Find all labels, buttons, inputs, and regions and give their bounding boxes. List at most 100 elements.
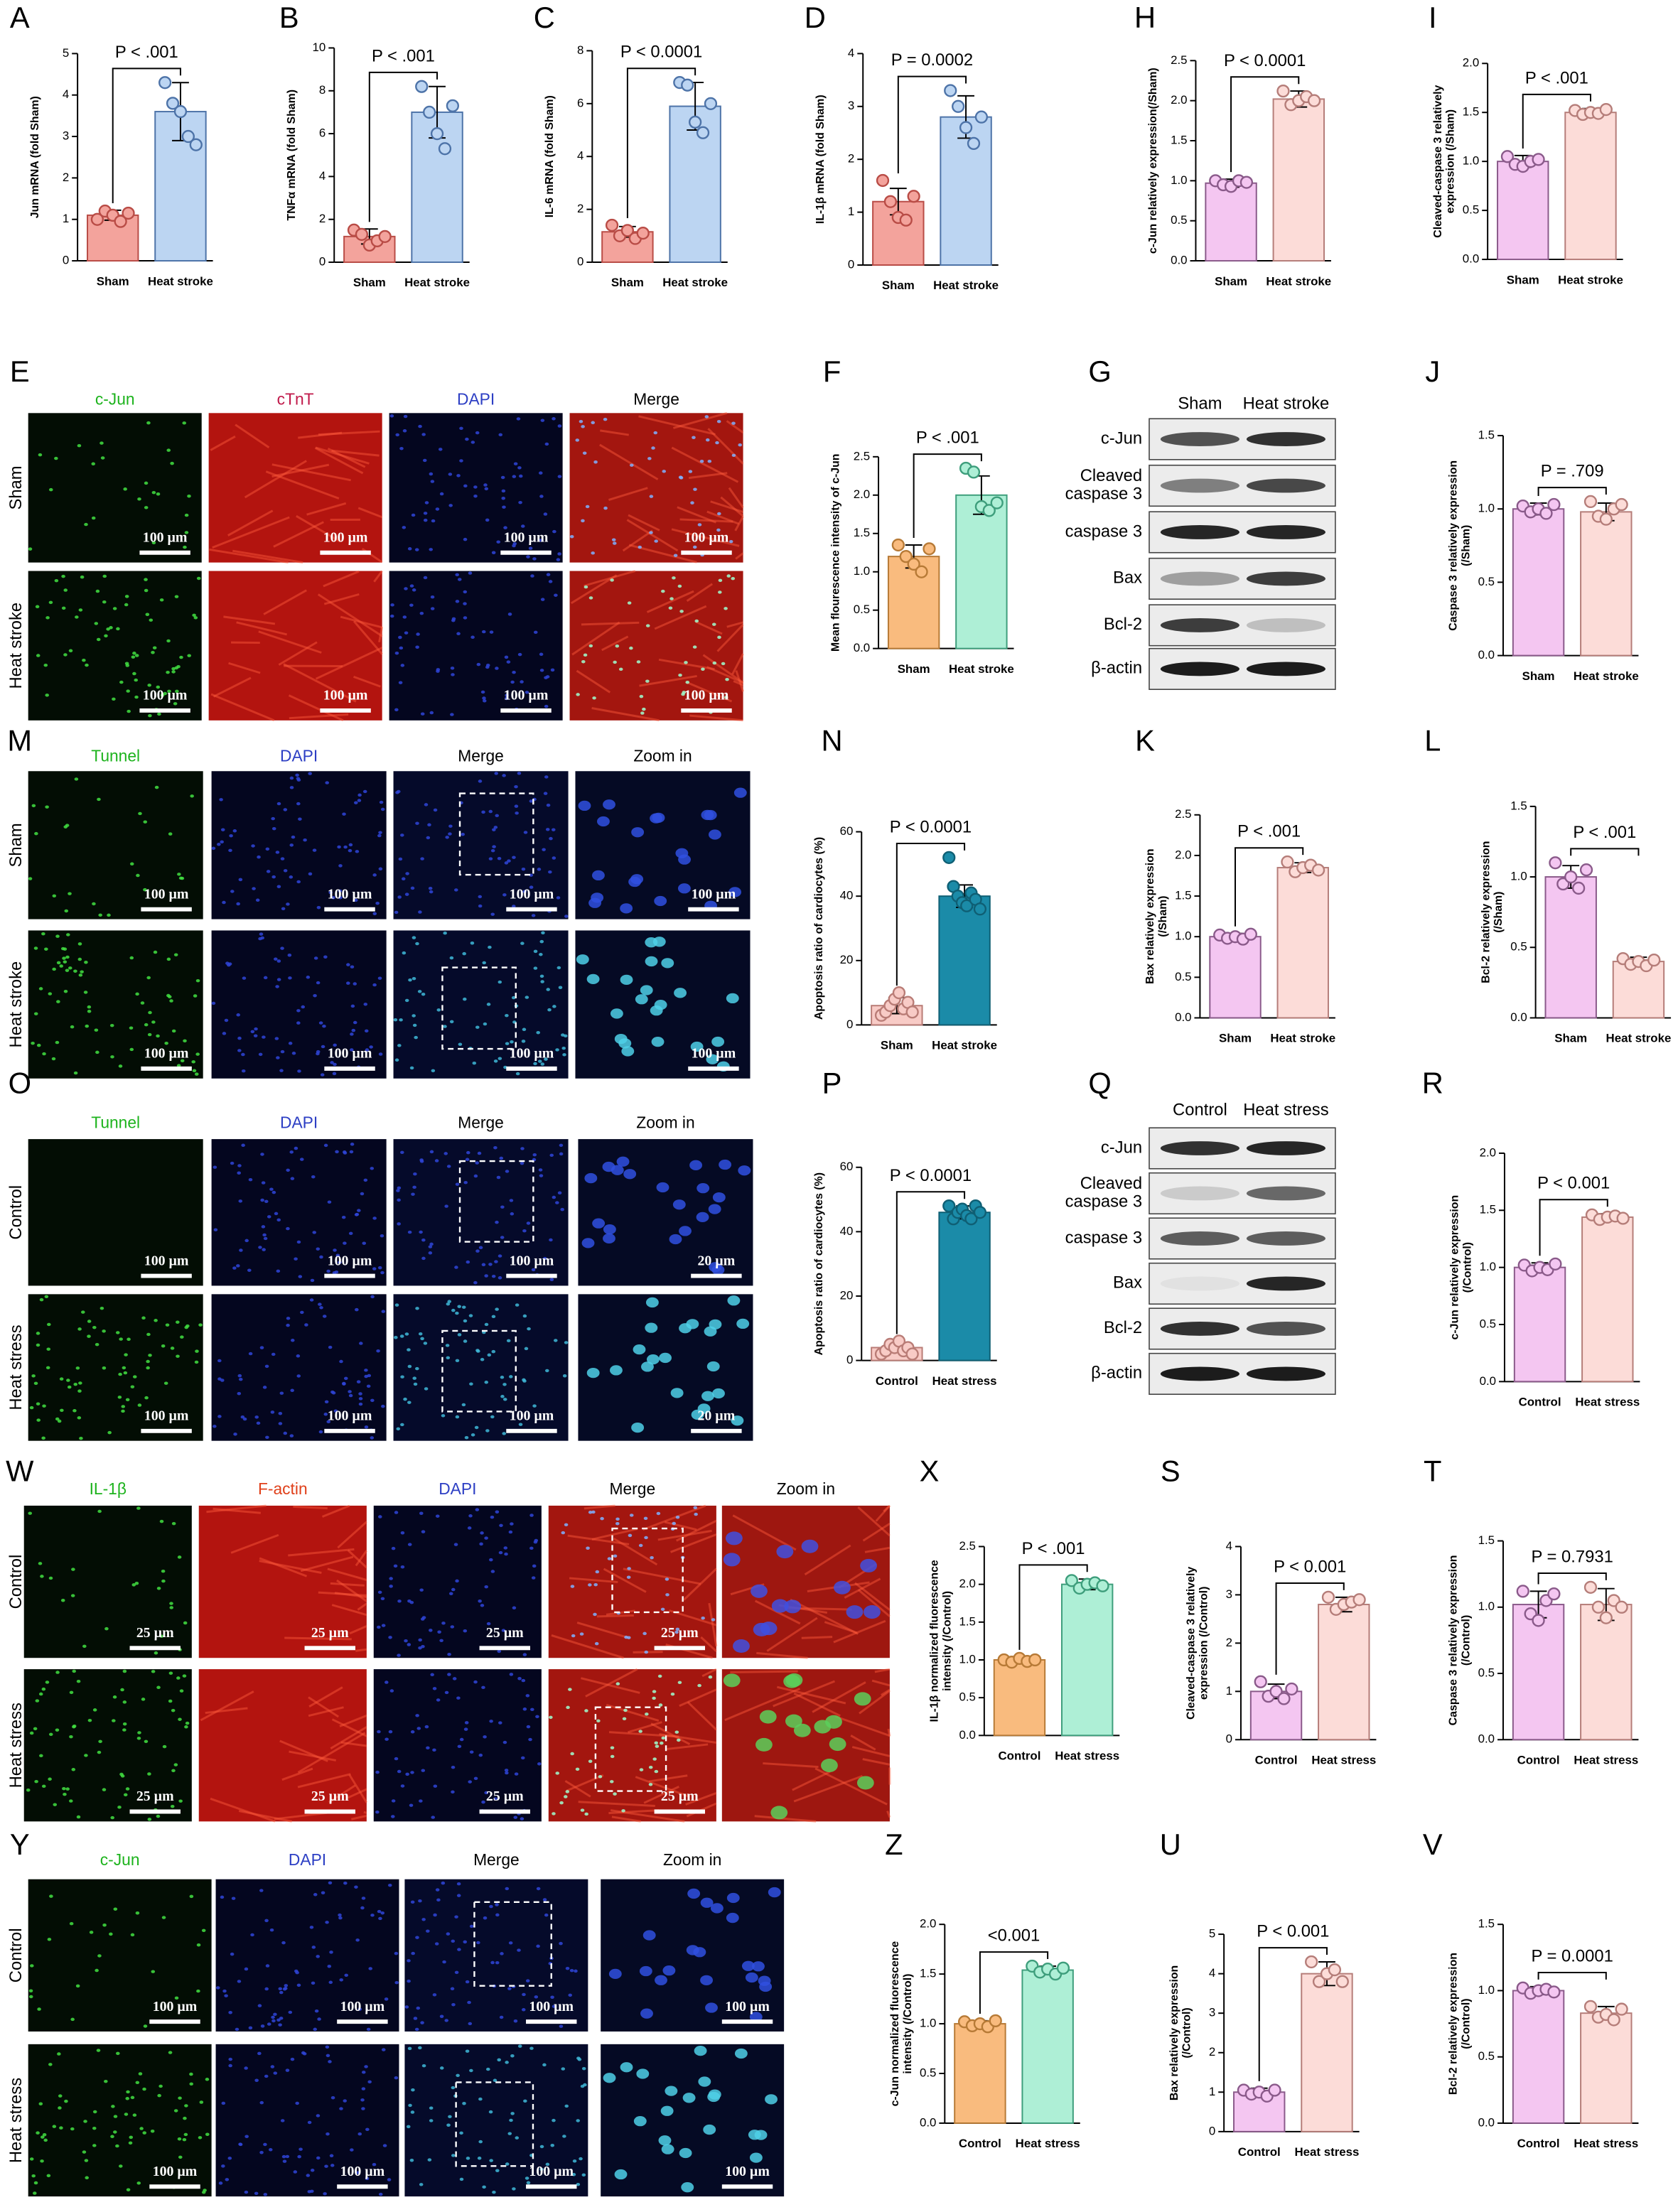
nucleus (239, 1248, 243, 1252)
nucleus (668, 606, 673, 610)
nucleus (478, 1753, 483, 1757)
nucleus (220, 828, 225, 831)
nucleus (586, 973, 600, 985)
bar (1318, 1604, 1370, 1741)
nucleus (455, 1311, 459, 1315)
nucleus (144, 588, 149, 593)
nucleus (559, 1941, 563, 1946)
nucleus (102, 1924, 107, 1927)
nucleus (290, 1177, 295, 1180)
nucleus (365, 1048, 370, 1052)
nucleus (286, 902, 290, 906)
y-tick-label: 0.5 (1480, 1317, 1496, 1330)
nucleus (533, 1062, 537, 1066)
nucleus (718, 578, 723, 583)
nucleus (493, 826, 498, 829)
nucleus (480, 1358, 485, 1361)
nucleus (326, 1420, 331, 1424)
nucleus (495, 1510, 500, 1514)
nucleus (478, 1599, 482, 1603)
data-point (605, 218, 619, 232)
nucleus (603, 1224, 616, 1235)
nucleus (248, 2026, 253, 2030)
fiber (608, 1731, 679, 1738)
nucleus (647, 457, 652, 460)
data-point (1591, 1600, 1606, 1614)
nucleus (378, 867, 383, 870)
nucleus (588, 1583, 592, 1587)
y-tick-label: 6 (577, 96, 583, 109)
nucleus (654, 895, 667, 907)
nucleus (548, 870, 552, 874)
fiber (297, 1732, 366, 1774)
x-tick-label: Heat stress (1575, 1396, 1640, 1409)
nucleus (706, 1054, 719, 1064)
nucleus (321, 1891, 326, 1894)
fiber (576, 669, 611, 694)
nucleus (54, 578, 59, 583)
nucleus (134, 654, 139, 657)
nucleus (269, 1187, 274, 1191)
nucleus (286, 1317, 291, 1320)
nucleus (398, 681, 403, 684)
nucleus (176, 1320, 180, 1324)
nucleus (531, 914, 536, 917)
zoom-box (594, 1706, 667, 1792)
nucleus (519, 474, 523, 478)
nucleus (153, 950, 158, 954)
nucleus (387, 2178, 392, 2181)
nucleus (83, 2120, 87, 2123)
data-point (1269, 1685, 1283, 1698)
nucleus (185, 1324, 190, 1328)
data-point (899, 213, 913, 227)
nucleus (517, 1677, 522, 1680)
nucleus (436, 1008, 441, 1012)
nucleus (237, 1374, 242, 1378)
fiber (271, 463, 351, 482)
nucleus (55, 1417, 60, 1421)
nucleus (44, 1295, 49, 1299)
y-tick-label: 0.0 (959, 1728, 976, 1742)
nucleus (264, 1199, 269, 1204)
row-label: Sham (6, 823, 26, 867)
nucleus (192, 613, 196, 617)
nucleus (511, 996, 516, 1000)
y-axis-label: Caspase 3 relatively expression (1448, 1555, 1460, 1726)
nucleus (213, 1425, 217, 1428)
fiber (581, 1677, 640, 1694)
nucleus (121, 1409, 125, 1413)
nucleus (521, 1678, 526, 1683)
nucleus (265, 847, 270, 851)
nucleus (448, 832, 452, 836)
nucleus (28, 1511, 33, 1515)
nucleus (309, 1298, 314, 1302)
nucleus (38, 1692, 43, 1696)
nucleus (295, 773, 299, 777)
nucleus (333, 1409, 338, 1413)
nucleus (518, 500, 522, 505)
nucleus (146, 1366, 150, 1370)
nucleus (497, 856, 502, 860)
nucleus (522, 1314, 527, 1318)
nucleus (262, 1233, 267, 1237)
nucleus (397, 1222, 401, 1226)
nucleus (402, 429, 407, 433)
data-point (1335, 1975, 1349, 1988)
y-tick-label: 1.0 (959, 1652, 976, 1666)
nucleus (378, 831, 382, 834)
nucleus (712, 1192, 726, 1203)
nucleus (293, 2170, 298, 2174)
nucleus (533, 949, 538, 954)
fiber (591, 1528, 638, 1541)
nucleus (77, 1416, 82, 1420)
nucleus (449, 1020, 454, 1024)
significance-bracket (1537, 1972, 1607, 1980)
nucleus (307, 2120, 312, 2125)
fiber (274, 1811, 328, 1820)
nucleus (175, 689, 179, 694)
nucleus (62, 956, 66, 960)
nucleus (490, 1570, 495, 1573)
nucleus (477, 2157, 482, 2160)
nucleus (421, 1644, 425, 1649)
